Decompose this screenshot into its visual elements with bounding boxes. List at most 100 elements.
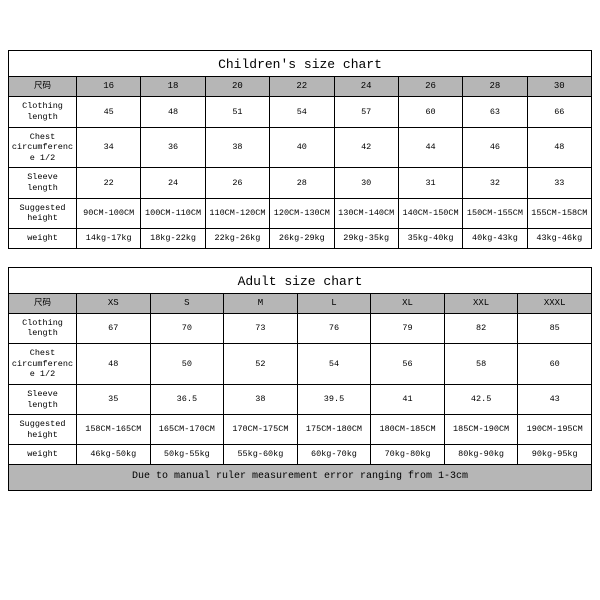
cell: 42 (334, 127, 398, 168)
row-header: 尺码 (9, 77, 77, 97)
cell: 165CM-170CM (150, 415, 224, 445)
table-row: Sleeve length 22 24 26 28 30 31 32 33 (9, 168, 592, 198)
cell: 36 (141, 127, 205, 168)
cell: 18kg-22kg (141, 228, 205, 248)
cell: 130CM-140CM (334, 198, 398, 228)
row-header: Clothing length (9, 97, 77, 127)
cell: 51 (205, 97, 269, 127)
cell: 28 (270, 168, 334, 198)
cell: 34 (77, 127, 141, 168)
cell: 67 (77, 313, 151, 343)
cell: 38 (224, 384, 298, 414)
cell: 26 (205, 168, 269, 198)
cell: 60 (518, 344, 592, 385)
cell: 76 (297, 313, 371, 343)
cell: 26kg-29kg (270, 228, 334, 248)
cell: 57 (334, 97, 398, 127)
children-chart-title: Children's size chart (8, 50, 592, 76)
row-header: weight (9, 228, 77, 248)
cell: 43kg-46kg (527, 228, 591, 248)
cell: 36.5 (150, 384, 224, 414)
row-header: Chest circumference 1/2 (9, 127, 77, 168)
cell: 46kg-50kg (77, 445, 151, 465)
cell: 82 (444, 313, 518, 343)
row-header: Clothing length (9, 313, 77, 343)
cell: 41 (371, 384, 445, 414)
row-header: Suggested height (9, 198, 77, 228)
table-row: Sleeve length 35 36.5 38 39.5 41 42.5 43 (9, 384, 592, 414)
size-header: 28 (463, 77, 527, 97)
cell: 50 (150, 344, 224, 385)
cell: 155CM-158CM (527, 198, 591, 228)
cell: 48 (527, 127, 591, 168)
cell: 14kg-17kg (77, 228, 141, 248)
size-header: XL (371, 293, 445, 313)
cell: 44 (398, 127, 462, 168)
size-header: M (224, 293, 298, 313)
cell: 54 (297, 344, 371, 385)
table-row: weight 14kg-17kg 18kg-22kg 22kg-26kg 26k… (9, 228, 592, 248)
cell: 22 (77, 168, 141, 198)
table-row: Chest circumference 1/2 34 36 38 40 42 4… (9, 127, 592, 168)
cell: 175CM-180CM (297, 415, 371, 445)
cell: 22kg-26kg (205, 228, 269, 248)
cell: 52 (224, 344, 298, 385)
size-header: 20 (205, 77, 269, 97)
cell: 39.5 (297, 384, 371, 414)
size-header: 30 (527, 77, 591, 97)
cell: 60 (398, 97, 462, 127)
row-header: 尺码 (9, 293, 77, 313)
size-header: 16 (77, 77, 141, 97)
size-header: XXXL (518, 293, 592, 313)
size-header: 22 (270, 77, 334, 97)
cell: 45 (77, 97, 141, 127)
size-header: 18 (141, 77, 205, 97)
cell: 85 (518, 313, 592, 343)
cell: 80kg-90kg (444, 445, 518, 465)
row-header: Sleeve length (9, 168, 77, 198)
cell: 33 (527, 168, 591, 198)
size-header: S (150, 293, 224, 313)
children-table: 尺码 16 18 20 22 24 26 28 30 Clothing leng… (8, 76, 592, 249)
cell: 58 (444, 344, 518, 385)
table-row: 尺码 XS S M L XL XXL XXXL (9, 293, 592, 313)
children-size-chart: Children's size chart 尺码 16 18 20 22 24 … (8, 50, 592, 249)
cell: 70kg-80kg (371, 445, 445, 465)
cell: 185CM-190CM (444, 415, 518, 445)
table-row: Chest circumference 1/2 48 50 52 54 56 5… (9, 344, 592, 385)
cell: 54 (270, 97, 334, 127)
cell: 90kg-95kg (518, 445, 592, 465)
cell: 32 (463, 168, 527, 198)
cell: 35 (77, 384, 151, 414)
adult-size-chart: Adult size chart 尺码 XS S M L XL XXL XXXL… (8, 267, 592, 491)
cell: 42.5 (444, 384, 518, 414)
cell: 90CM-100CM (77, 198, 141, 228)
adult-table: 尺码 XS S M L XL XXL XXXL Clothing length … (8, 293, 592, 491)
cell: 48 (77, 344, 151, 385)
cell: 100CM-110CM (141, 198, 205, 228)
table-row: Suggested height 158CM-165CM 165CM-170CM… (9, 415, 592, 445)
cell: 158CM-165CM (77, 415, 151, 445)
cell: 24 (141, 168, 205, 198)
cell: 38 (205, 127, 269, 168)
cell: 150CM-155CM (463, 198, 527, 228)
cell: 63 (463, 97, 527, 127)
cell: 170CM-175CM (224, 415, 298, 445)
cell: 40kg-43kg (463, 228, 527, 248)
cell: 50kg-55kg (150, 445, 224, 465)
table-row: Suggested height 90CM-100CM 100CM-110CM … (9, 198, 592, 228)
size-header: XXL (444, 293, 518, 313)
cell: 56 (371, 344, 445, 385)
table-row: Clothing length 67 70 73 76 79 82 85 (9, 313, 592, 343)
table-row: Clothing length 45 48 51 54 57 60 63 66 (9, 97, 592, 127)
cell: 70 (150, 313, 224, 343)
cell: 190CM-195CM (518, 415, 592, 445)
size-header: 24 (334, 77, 398, 97)
size-header: L (297, 293, 371, 313)
cell: 31 (398, 168, 462, 198)
cell: 40 (270, 127, 334, 168)
cell: 79 (371, 313, 445, 343)
cell: 66 (527, 97, 591, 127)
footnote-row: Due to manual ruler measurement error ra… (9, 465, 592, 491)
cell: 110CM-120CM (205, 198, 269, 228)
